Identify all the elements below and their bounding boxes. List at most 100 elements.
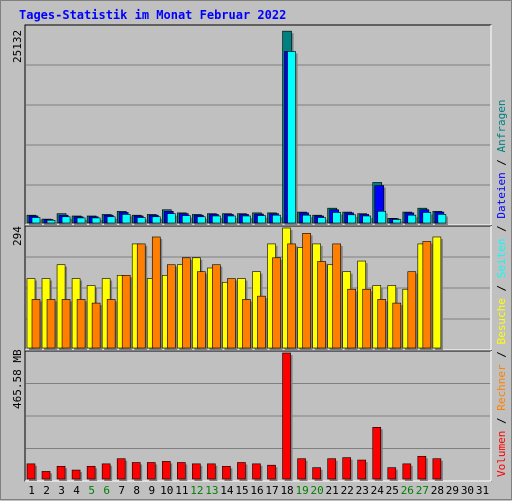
bar-shadow xyxy=(49,222,58,225)
x-tick-label: 16 xyxy=(250,484,263,497)
legend-dateien: Dateien xyxy=(495,172,508,218)
bar-rechner xyxy=(317,261,326,349)
legend-separator: / xyxy=(495,219,508,239)
bar-volumen xyxy=(372,427,382,480)
legend-rechner: Rechner xyxy=(495,364,508,411)
legend: Volumen / Rechner / Besuche / Seiten / D… xyxy=(495,99,508,477)
x-tick-label: 15 xyxy=(235,484,248,497)
bar-rechner xyxy=(76,299,86,349)
bar-volumen xyxy=(116,458,126,480)
bar-rechner xyxy=(151,236,161,349)
bar-volumen xyxy=(177,462,186,480)
bar-seiten xyxy=(31,217,41,224)
bar-volumen xyxy=(312,467,321,480)
panel-middle xyxy=(24,225,492,351)
bar-seiten xyxy=(287,51,296,224)
panel-bottom xyxy=(24,350,492,482)
bar-volumen xyxy=(207,463,216,480)
bar-rechner xyxy=(257,295,266,349)
bar-rechner xyxy=(422,241,432,349)
bar-seiten xyxy=(106,216,116,224)
bar-rechner xyxy=(287,243,296,349)
bar-rechner xyxy=(106,299,116,349)
legend-anfragen: Anfragen xyxy=(495,99,508,152)
bar-seiten xyxy=(121,214,131,224)
legend-separator: / xyxy=(495,278,508,298)
bar-rechner xyxy=(91,302,101,349)
bar-seiten xyxy=(91,217,101,224)
bar-rechner xyxy=(377,299,387,349)
bar-volumen xyxy=(237,462,246,480)
bar-volumen xyxy=(387,467,397,480)
bar-volumen xyxy=(71,469,81,480)
bar-seiten xyxy=(212,215,221,224)
bar-volumen xyxy=(131,462,141,480)
x-tick-label: 13 xyxy=(205,484,218,497)
bar-rechner xyxy=(197,271,206,349)
bar-rechner xyxy=(392,302,402,349)
bar-seiten xyxy=(166,213,176,224)
bar-rechner xyxy=(242,299,251,349)
x-tick-label: 21 xyxy=(326,484,339,497)
bar-volumen xyxy=(402,463,412,480)
bar-rechner xyxy=(347,288,356,349)
bar-volumen xyxy=(297,458,306,480)
bar-volumen xyxy=(56,465,66,480)
x-tick-label: 30 xyxy=(461,484,474,497)
bar-rechner xyxy=(332,243,341,349)
x-tick-label: 8 xyxy=(133,484,140,497)
x-tick-label: 9 xyxy=(148,484,155,497)
x-tick-label: 23 xyxy=(356,484,369,497)
bar-volumen xyxy=(222,465,231,480)
panel-frame xyxy=(24,24,492,226)
x-tick-label: 10 xyxy=(160,484,173,497)
y-max-label: 294 xyxy=(11,226,24,246)
bar-seiten xyxy=(227,215,236,224)
bar-volumen xyxy=(282,352,291,480)
bar-rechner xyxy=(166,264,176,349)
bar-seiten xyxy=(136,217,146,224)
x-tick-label: 17 xyxy=(265,484,278,497)
legend-besuche: Besuche xyxy=(495,298,508,344)
x-tick-label: 24 xyxy=(371,484,385,497)
bar-volumen xyxy=(101,463,111,480)
x-tick-label: 27 xyxy=(416,484,429,497)
bar-volumen xyxy=(41,471,51,480)
bar-seiten xyxy=(392,219,402,224)
bar-rechner xyxy=(212,264,221,349)
x-tick-label: 11 xyxy=(175,484,188,497)
x-tick-label: 18 xyxy=(280,484,293,497)
bar-seiten xyxy=(377,211,387,224)
bar-volumen xyxy=(161,461,171,480)
bar-volumen xyxy=(146,462,156,480)
x-tick-label: 14 xyxy=(220,484,234,497)
bar-volumen xyxy=(267,464,276,480)
y-max-label: 465.58 MB xyxy=(11,349,24,409)
bar-seiten xyxy=(317,217,326,224)
bar-seiten xyxy=(437,214,447,224)
bar-seiten xyxy=(347,214,356,224)
bar-rechner xyxy=(61,299,71,349)
bar-seiten xyxy=(46,219,56,224)
bar-seiten xyxy=(242,215,251,224)
legend-separator: / xyxy=(495,345,508,365)
bar-seiten xyxy=(61,216,71,224)
bar-seiten xyxy=(407,214,417,224)
bar-seiten xyxy=(182,215,191,224)
bar-rechner xyxy=(362,288,372,349)
bar-volumen xyxy=(327,458,336,480)
x-tick-label: 19 xyxy=(295,484,308,497)
y-max-label: 25132 xyxy=(11,30,24,63)
legend-separator: / xyxy=(495,152,508,172)
panel-top xyxy=(24,24,492,226)
bar-seiten xyxy=(151,216,161,224)
x-tick-label: 1 xyxy=(28,484,35,497)
bar-seiten xyxy=(272,214,281,224)
bar-rechner xyxy=(136,243,146,349)
x-tick-label: 5 xyxy=(88,484,95,497)
bar-volumen xyxy=(252,463,261,480)
bar-rechner xyxy=(182,257,191,349)
x-tick-label: 22 xyxy=(341,484,354,497)
bar-rechner xyxy=(272,257,281,349)
